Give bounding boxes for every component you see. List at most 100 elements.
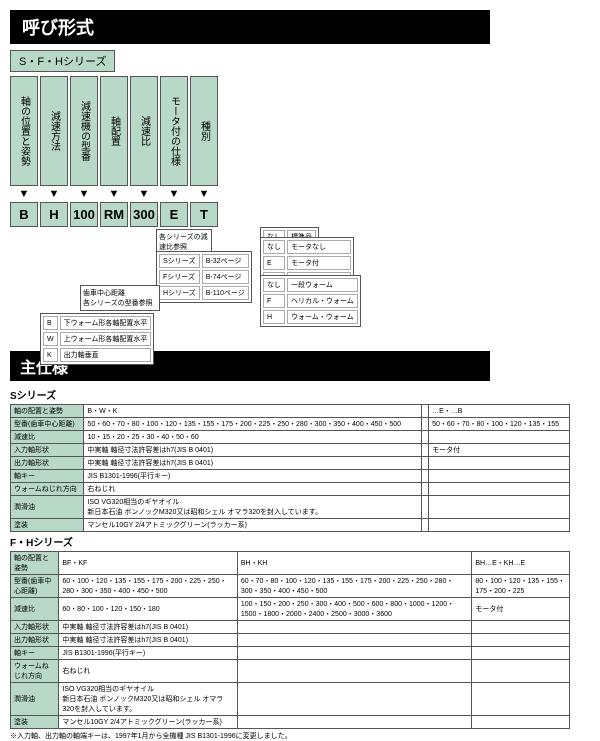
col-head: 減速比 <box>130 76 158 186</box>
code-box: H <box>40 202 68 227</box>
code-box: 100 <box>70 202 98 227</box>
spec-cell <box>421 431 428 444</box>
legend-cell: B-110ページ <box>202 286 249 300</box>
spec-cell: 塗装 <box>11 519 84 532</box>
spec-cell: BH…E・KH…E <box>472 552 570 575</box>
col-head: 軸配置 <box>100 76 128 186</box>
spec-cell: 中実軸 軸径寸法許容差はh7(JIS B 0401) <box>84 444 421 457</box>
legend-series: SシリーズB-32ページFシリーズB-74ページHシリーズB-110ページ <box>156 251 252 303</box>
legend-cell: E <box>263 256 285 270</box>
legend-cell: B-74ページ <box>202 270 249 284</box>
spec-cell: 出力軸形状 <box>11 634 59 647</box>
s-spec-table: 軸の配置と姿勢B・W・K…E・…B型番(歯車中心距離)50・60・70・80・1… <box>10 404 570 532</box>
spec-cell <box>237 660 472 683</box>
col-head: モータ付の仕様 <box>160 76 188 186</box>
spec-cell: 軸の配置と姿勢 <box>11 405 84 418</box>
legend-worm: なし一段ウォームFヘリカル・ウォームHウォーム・ウォーム <box>260 275 361 327</box>
spec-cell: 100・150・200・250・300・400・500・600・800・1000… <box>237 598 472 621</box>
spec-cell: 50・60・70・80・100・120・135・155・175・200・225・… <box>84 418 421 431</box>
spec-cell: 入力軸形状 <box>11 444 84 457</box>
legend-cell: W <box>43 332 58 346</box>
arrow-icon: ▼ <box>70 188 98 200</box>
legend-cell: Fシリーズ <box>159 270 200 284</box>
spec-cell: モータ付 <box>472 598 570 621</box>
spec-cell <box>237 634 472 647</box>
spec-cell: 潤滑油 <box>11 496 84 519</box>
s-series-label: Sシリーズ <box>10 387 590 402</box>
arrow-icon: ▼ <box>130 188 158 200</box>
code-box: T <box>190 202 218 227</box>
spec-cell <box>237 621 472 634</box>
spec-cell: 60・70・80・100・120・135・155・175・200・225・250… <box>237 575 472 598</box>
spec-cell: ISO VG320相当のギヤオイル 新日本石油 ボンノックM320又は昭和シェル… <box>59 683 237 716</box>
spec-cell <box>472 634 570 647</box>
legend-cell: なし <box>263 240 285 254</box>
legend-cell: モータ付 <box>287 256 351 270</box>
code-box: RM <box>100 202 128 227</box>
spec-cell: 型番(歯車中心距離) <box>11 418 84 431</box>
col-head: 種別 <box>190 76 218 186</box>
spec-cell <box>421 496 428 519</box>
spec-cell: マンセル10GY 2/4アトミックグリーン(ラッカー系) <box>84 519 421 532</box>
spec-cell <box>429 496 570 519</box>
spec-cell: B・W・K <box>84 405 421 418</box>
spec-cell <box>421 470 428 483</box>
spec-cell: 中実軸 軸径寸法許容差はh7(JIS B 0401) <box>59 634 237 647</box>
spec-cell: 10・15・20・25・30・40・50・60 <box>84 431 421 444</box>
legend-cell: 下ウォーム形各軸配置水平 <box>60 316 152 330</box>
spec-cell: …E・…B <box>429 405 570 418</box>
col-head: 減速機の型番 <box>70 76 98 186</box>
spec-cell <box>421 444 428 457</box>
spec-cell: マンセル10GY 2/4アトミックグリーン(ラッカー系) <box>59 716 237 729</box>
spec-cell <box>472 647 570 660</box>
legend-cell: Sシリーズ <box>159 254 200 268</box>
spec-cell <box>429 519 570 532</box>
main-title: 呼び形式 <box>10 10 490 44</box>
spec-cell: 右ねじれ <box>84 483 421 496</box>
legend-cell: B-32ページ <box>202 254 249 268</box>
series-tag: S・F・Hシリーズ <box>10 50 115 72</box>
spec-cell: 50・60・70・80・100・120・135・155 <box>429 418 570 431</box>
spec-cell <box>472 716 570 729</box>
spec-cell <box>421 405 428 418</box>
spec-cell: 塗装 <box>11 716 59 729</box>
spec-cell: BH・KH <box>237 552 472 575</box>
spec-cell <box>429 483 570 496</box>
spec-cell: 減速比 <box>11 598 59 621</box>
legend-cell: 上ウォーム形各軸配置水平 <box>60 332 152 346</box>
spec-cell: 入力軸形状 <box>11 621 59 634</box>
spec-cell <box>429 457 570 470</box>
spec-cell <box>472 660 570 683</box>
spec-cell <box>237 716 472 729</box>
legend-cell: モータなし <box>287 240 351 254</box>
column-headers: 軸の位置と姿勢減速方法減速機の型番軸配置減速比モータ付の仕様種別 <box>10 76 590 186</box>
legend-cell: B <box>43 316 58 330</box>
legend-area: なし標準品T特殊品 なしモータなしEモータ付Bブレーキモータ付Nモータアダプタ付… <box>10 227 590 347</box>
spec-cell <box>237 647 472 660</box>
spec-cell: ウォームねじれ方向 <box>11 483 84 496</box>
legend-cell: F <box>263 294 285 308</box>
spec-cell <box>237 683 472 716</box>
spec-cell <box>421 418 428 431</box>
spec-cell: 60・80・100・120・150・180 <box>59 598 237 621</box>
code-box: E <box>160 202 188 227</box>
arrow-icon: ▼ <box>190 188 218 200</box>
arrow-icon: ▼ <box>100 188 128 200</box>
spec-cell: JIS B1301-1996(平行キー) <box>59 647 237 660</box>
fh-spec-table: 軸の配置と姿勢BF・KFBH・KHBH…E・KH…E型番(歯車中心距離)60・1… <box>10 551 570 729</box>
spec-cell: 80・100・120・135・155・175・200・225 <box>472 575 570 598</box>
code-row: BH100RM300ET <box>10 202 590 227</box>
spec-cell: ISO VG320相当のギヤオイル 新日本石油 ボンノックM320又は昭和シェル… <box>84 496 421 519</box>
spec-cell: 減速比 <box>11 431 84 444</box>
spec-cell: 右ねじれ <box>59 660 237 683</box>
spec-cell: JIS B1301-1996(平行キー) <box>84 470 421 483</box>
legend-cell: ウォーム・ウォーム <box>287 310 358 324</box>
legend-position: B下ウォーム形各軸配置水平W上ウォーム形各軸配置水平K出力軸垂直 <box>40 313 154 365</box>
spec-cell <box>472 621 570 634</box>
legend-cell: ヘリカル・ウォーム <box>287 294 358 308</box>
spec-cell: モータ付 <box>429 444 570 457</box>
legend-center: 歯車中心距離 各シリーズの型番参照 <box>80 285 160 311</box>
spec-cell: ウォームねじれ方向 <box>11 660 59 683</box>
spec-cell: 型番(歯車中心距離) <box>11 575 59 598</box>
arrow-icon: ▼ <box>40 188 68 200</box>
